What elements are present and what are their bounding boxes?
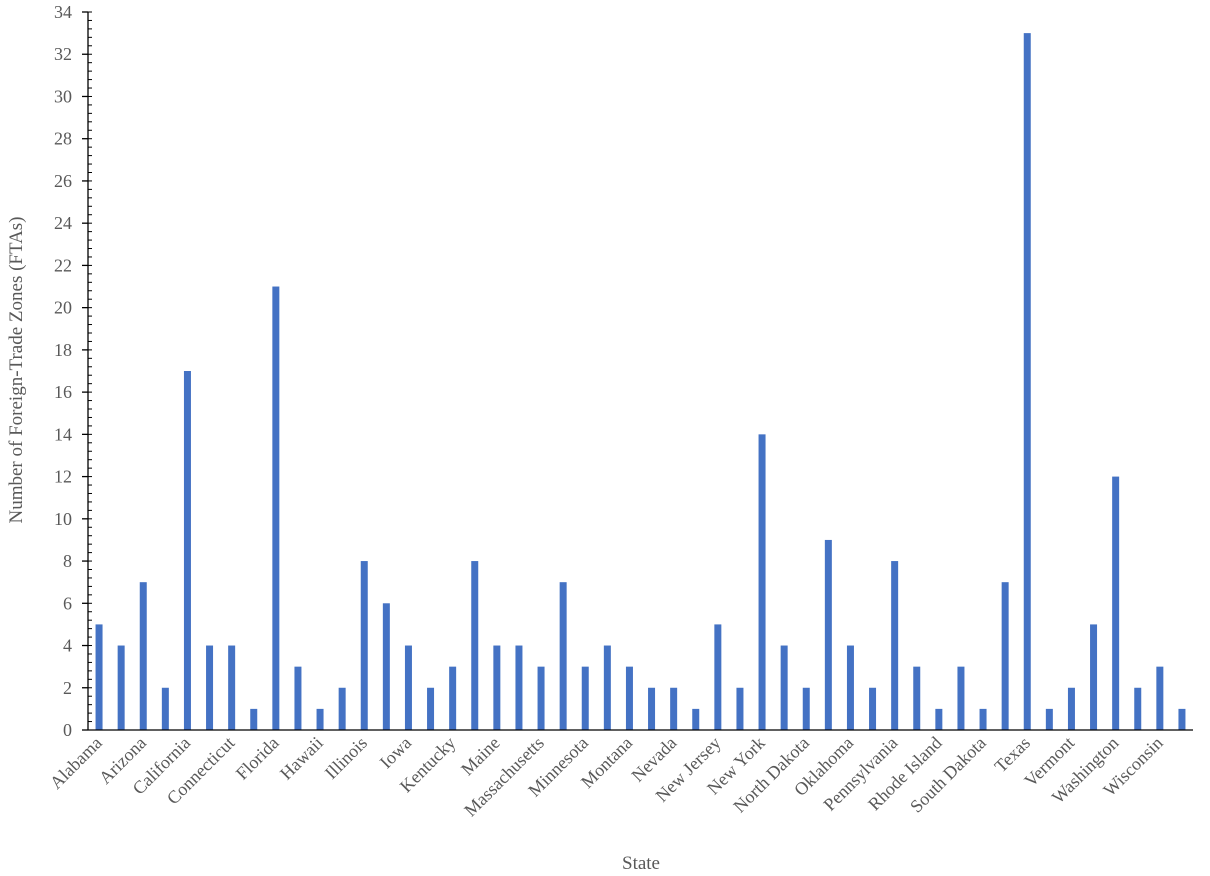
bar — [1112, 476, 1120, 730]
bar — [1067, 687, 1075, 730]
x-axis-title: State — [622, 853, 660, 874]
y-tick-label: 34 — [54, 2, 72, 22]
bar — [294, 666, 302, 730]
y-tick-label: 22 — [54, 255, 72, 275]
bar — [670, 687, 678, 730]
bar — [1001, 582, 1009, 730]
y-tick-label: 2 — [63, 678, 72, 698]
bar — [780, 645, 788, 730]
y-tick-label: 14 — [54, 424, 72, 444]
x-tick-label: Iowa — [376, 733, 416, 773]
bar — [802, 687, 810, 730]
bar — [869, 687, 877, 730]
bar — [228, 645, 236, 730]
bar — [648, 687, 656, 730]
bar — [360, 561, 368, 730]
bar — [515, 645, 523, 730]
bar — [824, 539, 832, 730]
y-tick-label: 18 — [54, 340, 72, 360]
bar — [404, 645, 412, 730]
bar — [183, 371, 191, 730]
y-axis-title: Number of Foreign-Trade Zones (FTAs) — [6, 216, 27, 523]
bar — [625, 666, 633, 730]
bar — [935, 708, 943, 730]
bar — [316, 708, 324, 730]
bar — [471, 561, 479, 730]
y-tick-label: 12 — [54, 467, 72, 487]
bar — [1023, 33, 1031, 731]
bar — [1134, 687, 1142, 730]
bar — [206, 645, 214, 730]
bar — [1045, 708, 1053, 730]
x-tick-label: Illinois — [321, 733, 371, 783]
bar — [957, 666, 965, 730]
y-tick-label: 16 — [54, 382, 72, 402]
bar — [272, 286, 280, 730]
bar — [758, 434, 766, 730]
bar — [846, 645, 854, 730]
x-tick-label: Florida — [232, 733, 283, 784]
bar — [714, 624, 722, 730]
bar — [427, 687, 435, 730]
bar — [736, 687, 744, 730]
bar — [382, 603, 390, 730]
bar — [692, 708, 700, 730]
x-tick-label: Alabama — [46, 733, 106, 793]
bar — [1156, 666, 1164, 730]
bar — [117, 645, 125, 730]
y-tick-label: 8 — [63, 551, 72, 571]
bars-group — [95, 33, 1186, 731]
bar — [139, 582, 147, 730]
bar — [161, 687, 169, 730]
bar — [449, 666, 457, 730]
y-tick-label: 26 — [54, 171, 72, 191]
y-tick-label: 28 — [54, 129, 72, 149]
bar — [338, 687, 346, 730]
x-axis: AlabamaArizonaCaliforniaConnecticutFlori… — [46, 729, 1193, 820]
bar — [979, 708, 987, 730]
y-tick-label: 0 — [63, 720, 72, 740]
y-tick-label: 4 — [63, 636, 72, 656]
x-tick-label: Hawaii — [276, 733, 327, 784]
y-tick-label: 32 — [54, 44, 72, 64]
bar — [250, 708, 258, 730]
bar — [581, 666, 589, 730]
y-tick-label: 10 — [54, 509, 72, 529]
bar — [891, 561, 899, 730]
y-tick-label: 30 — [54, 86, 72, 106]
bar — [913, 666, 921, 730]
bar — [1090, 624, 1098, 730]
bar — [1178, 708, 1186, 730]
y-tick-label: 20 — [54, 298, 72, 318]
y-tick-label: 24 — [54, 213, 72, 233]
bar — [95, 624, 103, 730]
bar — [559, 582, 567, 730]
y-tick-label: 6 — [63, 593, 72, 613]
bar — [537, 666, 545, 730]
bar — [603, 645, 611, 730]
bar — [493, 645, 501, 730]
